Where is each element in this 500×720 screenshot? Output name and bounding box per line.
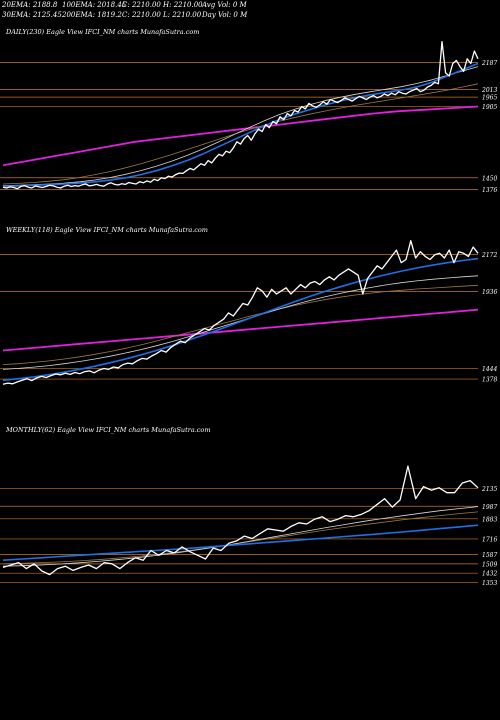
panel-title-0: DAILY(230) Eagle View IFCI_NM charts Mun… xyxy=(5,28,199,36)
level-label-1-0: 2172 xyxy=(481,252,497,259)
level-label-1-3: 1378 xyxy=(482,377,497,384)
series-ma_magenta-1 xyxy=(2,308,479,352)
header-ema30: 30EMA: 2125.45 xyxy=(2,11,62,19)
level-label-0-2: 1965 xyxy=(482,95,497,102)
panel-title-2: MONTHLY(62) Eagle View IFCI_NM charts Mu… xyxy=(5,426,211,434)
series-ma_dark-1 xyxy=(2,284,479,365)
level-label-1-1: 1936 xyxy=(482,289,497,296)
header-close: C: 2210.00 xyxy=(122,1,161,9)
level-label-1-2: 1444 xyxy=(482,366,497,373)
level-label-2-4: 1587 xyxy=(482,552,497,559)
header-close-2: C: 2210.00 xyxy=(122,11,161,19)
header-avg-vol: Avg Vol: 0 M xyxy=(202,1,247,9)
level-label-2-7: 1353 xyxy=(482,580,497,587)
level-label-0-3: 1905 xyxy=(482,104,497,111)
header-ema200: 200EMA: 1819.2 xyxy=(62,11,122,19)
series-ma_blue-0 xyxy=(2,62,479,188)
series-price-0 xyxy=(2,40,479,190)
series-price-1 xyxy=(2,240,479,385)
header-ema20: 20EMA: 2188.8 xyxy=(2,1,58,9)
series-ma_light-2 xyxy=(2,506,479,567)
level-label-0-0: 2187 xyxy=(481,60,497,67)
series-ma_magenta-0 xyxy=(2,105,479,167)
level-label-0-1: 2013 xyxy=(481,87,497,94)
level-label-0-5: 1376 xyxy=(482,187,497,194)
series-ma_light-0 xyxy=(2,66,479,186)
level-label-2-0: 2135 xyxy=(481,486,497,493)
header-ema100: 100EMA: 2018.45 xyxy=(62,1,127,9)
panel-title-1: WEEKLY(118) Eagle View IFCI_NM charts Mu… xyxy=(6,226,208,234)
series-ma_blue-2 xyxy=(2,524,479,561)
series-ma_blue-1 xyxy=(2,257,479,382)
header-day-vol: Day Vol: 0 M xyxy=(202,11,248,19)
level-label-2-1: 1987 xyxy=(482,504,497,511)
header-high: H: 2210.00 xyxy=(163,1,203,9)
level-label-0-4: 1450 xyxy=(482,175,497,182)
series-ma_dark-0 xyxy=(2,83,479,185)
level-label-2-2: 1883 xyxy=(482,516,497,523)
level-label-2-5: 1509 xyxy=(482,561,497,568)
level-label-2-6: 1432 xyxy=(482,571,497,578)
level-label-2-3: 1716 xyxy=(482,536,497,543)
header-low: L: 2210.00 xyxy=(163,11,202,19)
series-price-2 xyxy=(2,465,479,576)
